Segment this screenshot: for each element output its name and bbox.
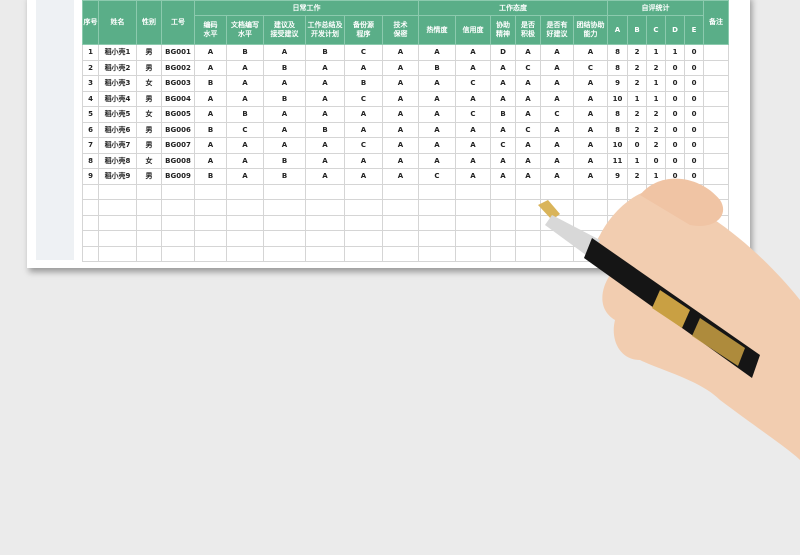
header-attitude-4: 是否有 好建议: [540, 15, 574, 45]
header-self-1: B: [627, 15, 647, 45]
empty-row: [82, 183, 729, 200]
header-self-4: E: [684, 15, 704, 45]
header-attitude-5: 团结协助 能力: [573, 15, 608, 45]
header-daily-2: 建议及 接受建议: [263, 15, 306, 45]
header-name: 姓名: [98, 0, 137, 45]
header-gender: 性别: [136, 0, 162, 45]
fountain-pen: [538, 200, 760, 378]
table-row: 3 稻小壳3 女 BG003 B A A A B A A C A A A A 9 2 1 0 0: [82, 75, 729, 92]
header-attitude-1: 信用度: [455, 15, 491, 45]
header-group-self: 自评统计: [607, 0, 704, 16]
header-daily-5: 技术 保密: [382, 15, 419, 45]
evaluation-table: 序号 姓名 性别 工号 日常工作 工作态度 自评统计 备注 编码 水平 文档编写 …: [82, 0, 729, 262]
header-self-2: C: [646, 15, 666, 45]
header-self-0: A: [607, 15, 628, 45]
header-id: 工号: [161, 0, 195, 45]
table-row: 8 稻小壳8 女 BG008 A A B A A A A A A A A A 11 1 0 0 0: [82, 152, 729, 169]
table-row: 9 稻小壳9 男 BG009 B A B A A A C A A A A A 9 2 1 0 0: [82, 168, 729, 185]
header-remark: 备注: [703, 0, 729, 45]
header-attitude-0: 热情度: [418, 15, 456, 45]
header-index: 序号: [82, 0, 99, 45]
header-daily-4: 备份源 程序: [344, 15, 383, 45]
thumb-shape: [640, 178, 724, 226]
header-group-attitude: 工作态度: [418, 0, 608, 16]
side-panel: [36, 0, 74, 260]
